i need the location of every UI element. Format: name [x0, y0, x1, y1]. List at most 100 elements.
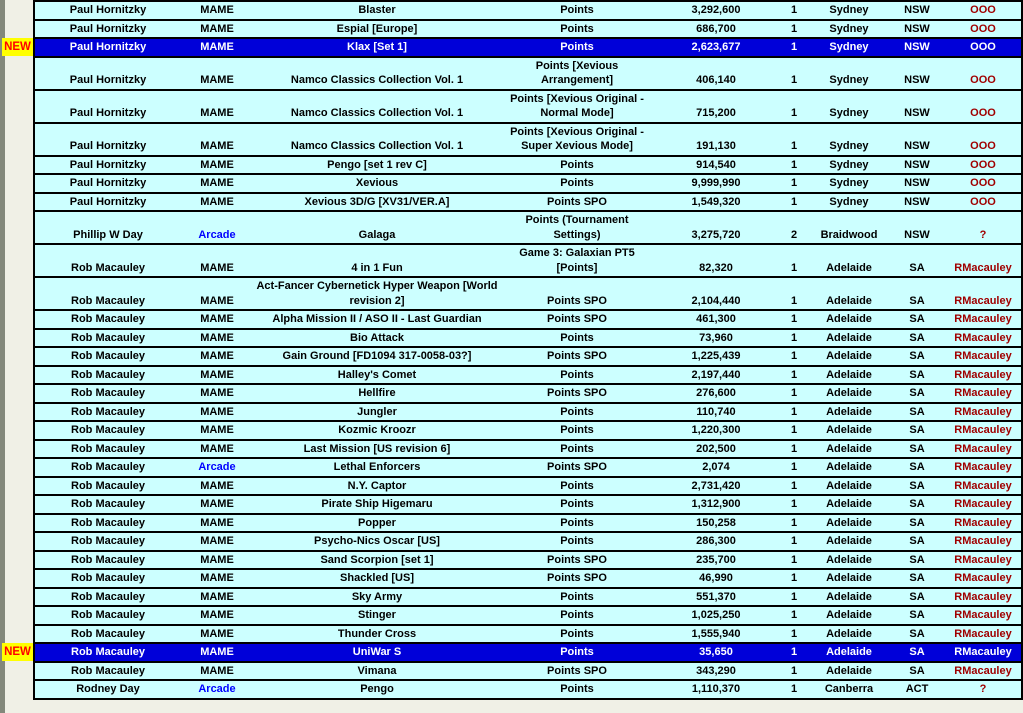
cell-game-title[interactable]: Lethal Enforcers — [333, 461, 421, 473]
cell-platform[interactable]: MAME — [200, 195, 234, 208]
cell-score[interactable]: 110,740 — [696, 405, 736, 418]
cell-player-name[interactable]: Rob Macauley — [71, 294, 145, 307]
cell-platform[interactable]: Arcade — [198, 228, 236, 241]
cell-game-title[interactable]: Galaga — [358, 228, 396, 241]
cell-game-title[interactable]: Sand Scorpion [set 1] — [320, 553, 434, 566]
cell-city[interactable]: Sydney — [829, 22, 869, 35]
cell-verified-by[interactable]: RMacauley — [954, 331, 1012, 344]
cell-score-type[interactable]: Points — [560, 590, 594, 603]
cell-game-title[interactable]: Hellfire — [358, 387, 396, 399]
cell-platform[interactable]: Arcade — [198, 683, 236, 695]
cell-city[interactable]: Braidwood — [820, 228, 878, 241]
cell-city[interactable]: Sydney — [829, 74, 869, 86]
cell-rank[interactable]: 1 — [790, 683, 798, 695]
cell-score[interactable]: 276,600 — [696, 387, 736, 399]
cell-score-type[interactable]: Points SPO — [547, 572, 607, 584]
cell-score[interactable]: 82,320 — [699, 261, 733, 274]
cell-state[interactable]: SA — [909, 331, 925, 344]
cell-state[interactable]: NSW — [904, 107, 930, 119]
cell-game-title[interactable]: Namco Classics Collection Vol. 1 — [290, 140, 464, 152]
cell-city[interactable]: Adelaide — [826, 572, 872, 584]
cell-state[interactable]: SA — [909, 461, 925, 473]
cell-score-type[interactable]: Game 3: Galaxian PT5 [Points] — [519, 247, 635, 274]
cell-verified-by[interactable]: OOO — [970, 41, 996, 53]
cell-rank[interactable]: 1 — [790, 664, 798, 677]
cell-score-type[interactable]: Points SPO — [547, 664, 607, 677]
cell-rank[interactable]: 1 — [790, 516, 798, 529]
cell-game-title[interactable]: Last Mission [US revision 6] — [303, 442, 451, 455]
cell-game-title[interactable]: Vimana — [357, 664, 397, 677]
cell-city[interactable]: Adelaide — [826, 387, 872, 399]
cell-game-title[interactable]: Alpha Mission II / ASO II - Last Guardia… — [272, 313, 482, 325]
cell-game-title[interactable]: Pengo — [360, 683, 394, 695]
cell-verified-by[interactable]: RMacauley — [954, 405, 1012, 418]
cell-rank[interactable]: 1 — [790, 313, 798, 325]
cell-score[interactable]: 150,258 — [696, 516, 736, 529]
cell-rank[interactable]: 1 — [790, 609, 798, 621]
cell-player-name[interactable]: Rob Macauley — [71, 535, 145, 547]
cell-state[interactable]: NSW — [904, 177, 930, 189]
cell-state[interactable]: NSW — [904, 4, 930, 16]
cell-platform[interactable]: MAME — [200, 331, 234, 344]
cell-score-type[interactable]: Points SPO — [547, 553, 607, 566]
cell-game-title[interactable]: Popper — [358, 516, 396, 529]
cell-score[interactable]: 3,275,720 — [691, 228, 741, 241]
cell-score[interactable]: 406,140 — [696, 74, 736, 86]
cell-game-title[interactable]: 4 in 1 Fun — [351, 261, 403, 274]
cell-game-title[interactable]: Klax [Set 1] — [347, 41, 407, 53]
cell-platform[interactable]: MAME — [200, 294, 234, 307]
cell-game-title[interactable]: Thunder Cross — [337, 627, 417, 640]
cell-platform[interactable]: MAME — [200, 609, 234, 621]
cell-player-name[interactable]: Rob Macauley — [71, 424, 145, 436]
cell-city[interactable]: Sydney — [829, 158, 869, 171]
cell-platform[interactable]: MAME — [200, 424, 234, 436]
cell-score[interactable]: 914,540 — [696, 158, 736, 171]
cell-score-type[interactable]: Points — [560, 368, 594, 381]
cell-verified-by[interactable]: OOO — [970, 74, 996, 86]
cell-rank[interactable]: 1 — [790, 41, 798, 53]
cell-verified-by[interactable]: RMacauley — [954, 572, 1012, 584]
cell-verified-by[interactable]: OOO — [970, 158, 996, 171]
cell-score-type[interactable]: Points — [560, 627, 594, 640]
cell-game-title[interactable]: Blaster — [358, 4, 396, 16]
cell-platform[interactable]: MAME — [200, 140, 234, 152]
cell-state[interactable]: NSW — [904, 195, 930, 208]
cell-state[interactable]: SA — [909, 313, 925, 325]
cell-score[interactable]: 46,990 — [699, 572, 733, 584]
cell-platform[interactable]: MAME — [200, 572, 234, 584]
cell-score[interactable]: 9,999,990 — [691, 177, 741, 189]
cell-rank[interactable]: 1 — [790, 461, 798, 473]
cell-verified-by[interactable]: RMacauley — [954, 442, 1012, 455]
cell-player-name[interactable]: Rob Macauley — [71, 664, 145, 677]
cell-game-title[interactable]: Kozmic Kroozr — [338, 424, 416, 436]
cell-state[interactable]: SA — [909, 609, 925, 621]
cell-player-name[interactable]: Rob Macauley — [71, 479, 145, 492]
cell-platform[interactable]: MAME — [200, 368, 234, 381]
cell-verified-by[interactable]: RMacauley — [954, 553, 1012, 566]
cell-state[interactable]: SA — [909, 424, 925, 436]
cell-verified-by[interactable]: ? — [979, 683, 987, 695]
cell-platform[interactable]: Arcade — [198, 461, 236, 473]
cell-rank[interactable]: 1 — [790, 22, 798, 35]
cell-game-title[interactable]: Halley's Comet — [337, 368, 417, 381]
cell-score-type[interactable]: Points — [560, 498, 594, 510]
cell-score[interactable]: 1,225,439 — [691, 350, 741, 362]
cell-city[interactable]: Sydney — [829, 107, 869, 119]
cell-city[interactable]: Adelaide — [826, 498, 872, 510]
cell-game-title[interactable]: Namco Classics Collection Vol. 1 — [290, 107, 464, 119]
cell-player-name[interactable]: Rob Macauley — [71, 516, 145, 529]
cell-platform[interactable]: MAME — [200, 41, 234, 53]
cell-platform[interactable]: MAME — [200, 387, 234, 399]
cell-score[interactable]: 235,700 — [696, 553, 736, 566]
cell-rank[interactable]: 1 — [790, 405, 798, 418]
cell-platform[interactable]: MAME — [200, 107, 234, 119]
cell-platform[interactable]: MAME — [200, 553, 234, 566]
cell-city[interactable]: Adelaide — [826, 535, 872, 547]
cell-verified-by[interactable]: RMacauley — [954, 646, 1012, 658]
cell-verified-by[interactable]: RMacauley — [954, 535, 1012, 547]
cell-player-name[interactable]: Paul Hornitzky — [69, 140, 147, 152]
cell-city[interactable]: Adelaide — [826, 294, 872, 307]
cell-verified-by[interactable]: OOO — [970, 195, 996, 208]
cell-rank[interactable]: 1 — [790, 590, 798, 603]
cell-platform[interactable]: MAME — [200, 664, 234, 677]
